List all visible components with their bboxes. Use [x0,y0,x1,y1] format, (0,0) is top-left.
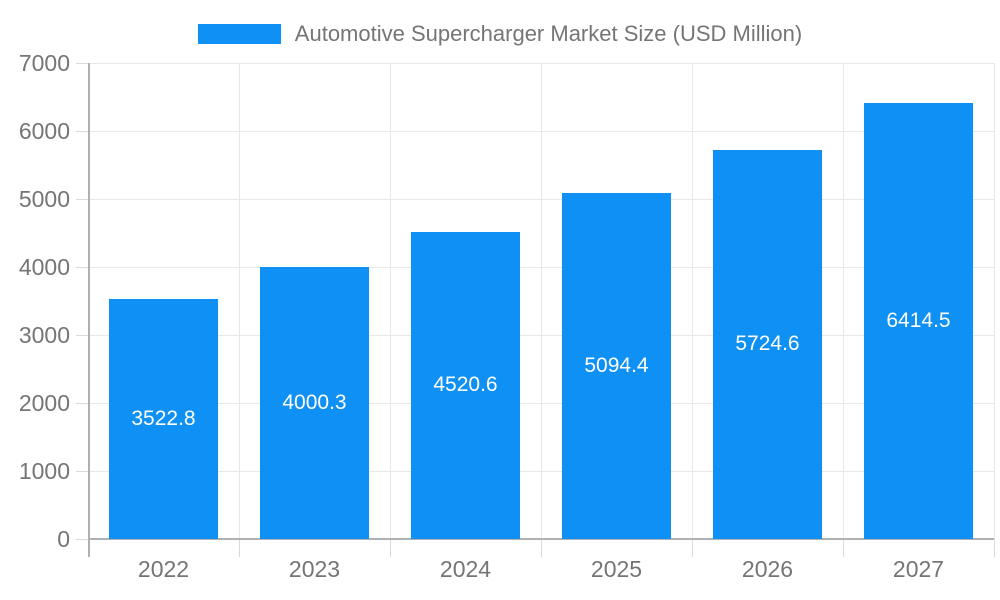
legend-label: Automotive Supercharger Market Size (USD… [294,21,803,46]
bar-value-label: 4000.3 [282,390,347,414]
v-gridline [541,63,542,539]
v-gridline [390,63,391,539]
x-axis-label: 2026 [741,556,794,582]
bar[interactable]: 6414.5 [864,102,973,539]
bar[interactable]: 4000.3 [260,266,369,539]
y-tick [76,63,88,64]
v-gridline [994,63,995,539]
bar[interactable]: 5724.6 [713,149,822,539]
x-axis-label: 2027 [892,556,945,582]
bar-value-label: 3522.8 [131,407,196,431]
x-tick [390,539,391,557]
y-tick [76,471,88,472]
x-axis-label: 2022 [137,556,190,582]
plot-area: 0 1000 2000 3000 4000 5000 6000 7000 3522.8 2022 4… [19,50,995,582]
y-axis-label: 4000 [18,254,70,280]
y-tick [76,403,88,404]
bar-value-label: 5094.4 [584,353,649,377]
x-axis-label: 2025 [590,556,643,582]
y-tick [76,335,88,336]
x-tick [692,539,693,557]
legend-swatch [197,24,281,44]
x-axis-label: 2023 [288,556,341,582]
bar[interactable]: 3522.8 [109,299,218,539]
bar[interactable]: 4520.6 [411,231,520,539]
x-tick [239,539,240,557]
y-tick [76,131,88,132]
bar[interactable]: 5094.4 [562,192,671,539]
x-axis-label: 2024 [439,556,492,582]
y-axis-label: 5000 [18,186,70,212]
y-axis-label: 1000 [18,458,70,484]
y-axis-label: 2000 [18,390,70,416]
y-axis-label: 7000 [18,50,70,76]
v-gridline [239,63,240,539]
x-tick [994,539,995,557]
bar-value-label: 6414.5 [886,308,951,332]
y-axis-line [88,63,90,557]
v-gridline [692,63,693,539]
x-tick [843,539,844,557]
x-axis-line [88,538,994,540]
chart-legend[interactable]: Automotive Supercharger Market Size (USD… [0,21,1000,47]
bar-value-label: 5724.6 [735,332,800,356]
x-tick [541,539,542,557]
y-tick [76,267,88,268]
y-axis-label: 6000 [18,118,70,144]
y-tick [76,539,88,540]
y-axis-label: 3000 [18,322,70,348]
v-gridline [843,63,844,539]
y-axis-label: 0 [57,526,70,552]
bar-value-label: 4520.6 [433,373,498,397]
y-tick [76,199,88,200]
